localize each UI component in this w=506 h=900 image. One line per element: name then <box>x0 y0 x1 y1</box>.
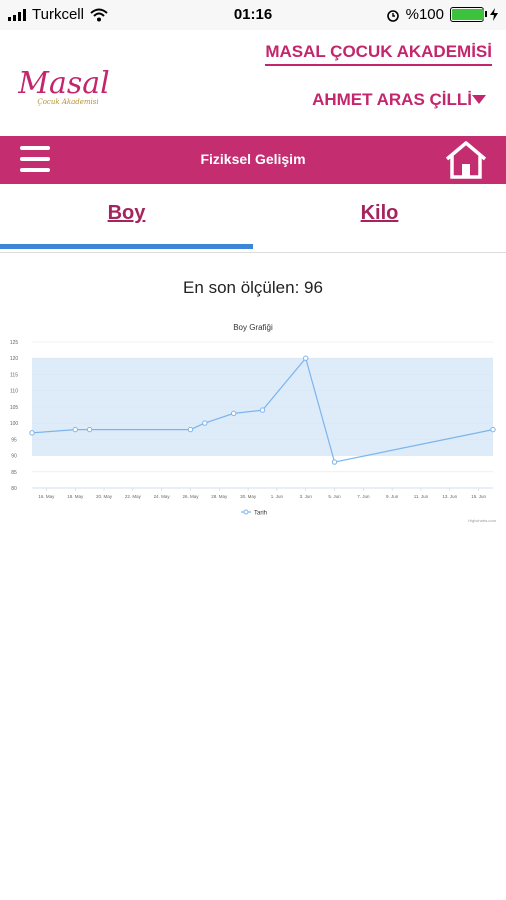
charging-icon <box>490 8 498 21</box>
legend[interactable]: Tarih <box>241 509 267 517</box>
x-tick-label: 28. May <box>211 494 228 499</box>
y-tick-label: 115 <box>10 372 18 378</box>
data-point[interactable] <box>202 420 208 426</box>
y-tick-label: 110 <box>10 389 18 395</box>
data-point[interactable] <box>29 430 35 436</box>
alarm-icon <box>386 9 399 22</box>
x-tick-label: 20. May <box>96 494 113 499</box>
data-point[interactable] <box>303 355 309 361</box>
legend-marker <box>243 509 249 515</box>
data-point[interactable] <box>230 410 237 417</box>
logo-subtext: Çocuk Akademisi <box>37 98 98 106</box>
chevron-down-icon[interactable] <box>472 95 486 104</box>
x-tick-label: 26. May <box>182 494 199 499</box>
y-tick-label: 90 <box>11 454 17 460</box>
x-tick-label: 7. Jun <box>357 494 370 499</box>
clock: 01:16 <box>233 6 273 23</box>
x-tick-label: 30. May <box>240 494 257 499</box>
navbar: Fiziksel Gelişim <box>0 136 506 184</box>
y-tick-label: 105 <box>10 405 19 411</box>
chart-credits: Highcharts.com <box>468 518 496 523</box>
logo-text: Masal <box>17 66 109 101</box>
x-tick-label: 5. Jun <box>328 494 341 499</box>
data-point[interactable] <box>490 426 496 433</box>
active-tab-indicator <box>0 244 253 249</box>
tab-boy[interactable]: Boy <box>107 202 146 224</box>
x-tick-label: 18. May <box>67 494 84 499</box>
chart-title: Boy Grafiği <box>233 323 273 332</box>
x-tick-label: 24. May <box>154 494 171 499</box>
y-tick-label: 80 <box>11 486 17 492</box>
menu-icon[interactable] <box>20 146 50 174</box>
data-point[interactable] <box>259 407 266 413</box>
x-tick-label: 11. Jun <box>414 494 429 499</box>
data-point[interactable] <box>187 426 194 433</box>
plot-band <box>32 358 493 456</box>
height-chart: Boy Grafiği 80 85 90 95 100 105 110 115 120 125 1… <box>10 323 497 523</box>
carrier-label: Turkcell <box>32 6 84 23</box>
x-tick-label: 3. Jun <box>300 494 313 499</box>
home-icon[interactable] <box>444 140 488 180</box>
tab-bar: Boy Kilo <box>0 184 506 253</box>
page-title: Fiziksel Gelişim <box>200 151 306 167</box>
data-point[interactable] <box>331 459 338 465</box>
y-tick-label: 125 <box>10 340 19 346</box>
y-tick-label: 120 <box>10 356 19 362</box>
status-bar: Turkcell 01:16 %100 <box>0 0 506 30</box>
y-tick-label: 85 <box>11 470 17 476</box>
legend-label: Tarih <box>254 511 267 517</box>
battery-icon <box>450 7 487 22</box>
tab-kilo[interactable]: Kilo <box>360 202 399 224</box>
masal-logo: Masal Çocuk Akademisi <box>17 66 109 106</box>
user-name[interactable]: AHMET ARAS ÇİLLİ <box>312 90 472 109</box>
series-line <box>31 356 494 463</box>
wifi-icon <box>90 8 108 21</box>
x-tick-label: 22. May <box>125 494 142 499</box>
x-tick-label: 13. Jun <box>442 494 457 499</box>
x-tick-label: 16. May <box>38 494 55 499</box>
academy-name[interactable]: MASAL ÇOCUK AKADEMİSİ <box>265 42 492 66</box>
app-header: Masal Çocuk Akademisi MASAL ÇOCUK AKADEM… <box>0 30 506 136</box>
battery-percent: %100 <box>405 6 444 23</box>
latest-measurement: En son ölçülen: 96 <box>183 278 323 297</box>
x-tick-label: 1. Jun <box>271 494 284 499</box>
x-tick-label: 9. Jun <box>386 494 399 499</box>
data-point[interactable] <box>86 426 93 433</box>
y-tick-label: 95 <box>11 437 17 443</box>
x-tick-label: 15. Jun <box>471 494 486 499</box>
signal-icon <box>8 8 26 21</box>
data-point[interactable] <box>72 426 78 433</box>
y-tick-label: 100 <box>10 421 19 427</box>
